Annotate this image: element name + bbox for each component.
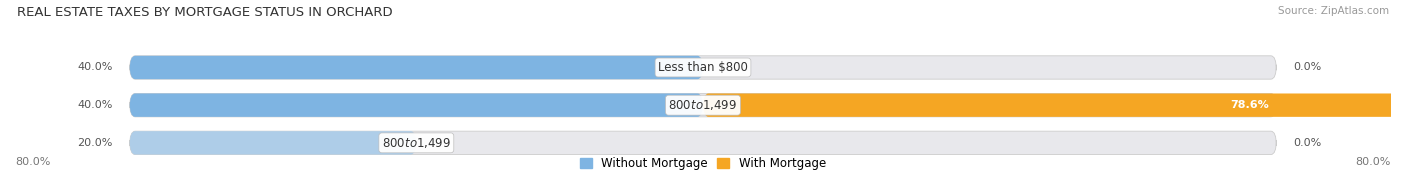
Text: Source: ZipAtlas.com: Source: ZipAtlas.com — [1278, 6, 1389, 16]
Text: 40.0%: 40.0% — [77, 62, 112, 73]
FancyBboxPatch shape — [129, 93, 703, 117]
FancyBboxPatch shape — [129, 93, 1277, 117]
FancyBboxPatch shape — [703, 93, 1406, 117]
Text: 80.0%: 80.0% — [15, 157, 51, 167]
Text: 20.0%: 20.0% — [77, 138, 112, 148]
Text: 0.0%: 0.0% — [1294, 62, 1322, 73]
Text: 40.0%: 40.0% — [77, 100, 112, 110]
Text: 78.6%: 78.6% — [1230, 100, 1270, 110]
Legend: Without Mortgage, With Mortgage: Without Mortgage, With Mortgage — [575, 152, 831, 175]
Text: $800 to $1,499: $800 to $1,499 — [668, 98, 738, 112]
Text: 0.0%: 0.0% — [1294, 138, 1322, 148]
FancyBboxPatch shape — [129, 56, 703, 79]
Text: 80.0%: 80.0% — [1355, 157, 1391, 167]
Text: Less than $800: Less than $800 — [658, 61, 748, 74]
Text: REAL ESTATE TAXES BY MORTGAGE STATUS IN ORCHARD: REAL ESTATE TAXES BY MORTGAGE STATUS IN … — [17, 6, 392, 19]
Text: $800 to $1,499: $800 to $1,499 — [382, 136, 451, 150]
FancyBboxPatch shape — [129, 56, 1277, 79]
FancyBboxPatch shape — [129, 131, 416, 155]
FancyBboxPatch shape — [129, 131, 1277, 155]
